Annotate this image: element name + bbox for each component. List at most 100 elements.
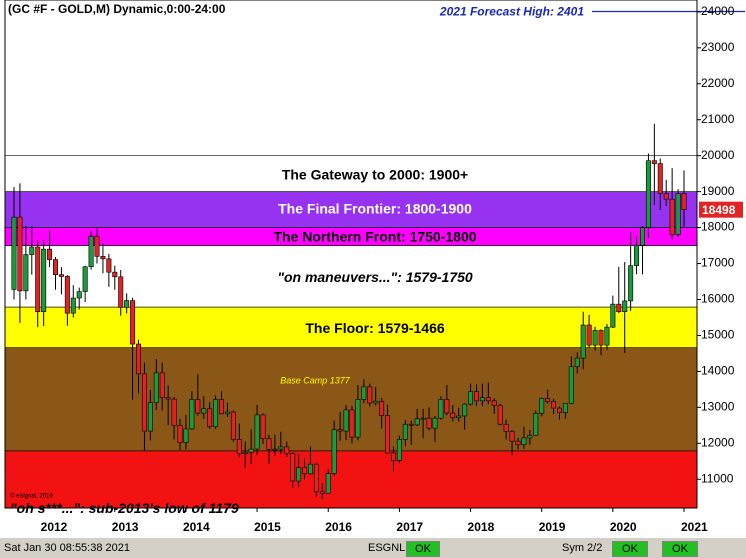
candle-body	[64, 276, 70, 314]
y-tick-label: 24000	[701, 4, 735, 18]
candle-body	[266, 438, 272, 450]
candle-body	[29, 246, 35, 255]
candle-body	[70, 297, 76, 314]
chart-title: (GC #F - GOLD,M) Dynamic,0:00-24:00	[8, 2, 226, 16]
candle-body	[592, 330, 598, 346]
y-tick-label: 18000	[701, 220, 735, 234]
candle-body	[616, 303, 622, 313]
candle-body	[248, 448, 254, 453]
candle-body	[319, 491, 325, 494]
candle-body	[479, 397, 485, 402]
candle-body	[456, 415, 462, 419]
candle-body	[468, 391, 474, 405]
candle-body	[343, 409, 349, 432]
candle-body	[53, 259, 59, 275]
candle-body	[521, 437, 527, 446]
x-tick-label: 2012	[41, 520, 68, 534]
candle-body	[236, 439, 242, 455]
price-band	[4, 155, 698, 192]
y-tick-label: 13000	[701, 400, 735, 414]
candle-body	[604, 326, 610, 346]
status-datetime: Sat Jan 30 08:55:38 2021	[4, 542, 130, 554]
candle-body	[568, 366, 574, 404]
candle-body	[272, 448, 278, 451]
candle-body	[444, 399, 450, 414]
candle-body	[651, 160, 657, 164]
x-tick-label: 2015	[254, 520, 281, 534]
plot-frame	[4, 0, 698, 509]
candle-body	[586, 324, 592, 346]
candle-body	[533, 413, 539, 436]
status-symbol: Sym 2/2	[562, 542, 603, 554]
plot-area: "oh s***...": sub-2013's low of 1179"au …	[4, 123, 698, 516]
candle-body	[313, 463, 319, 493]
candle-body	[88, 235, 94, 268]
candle-body	[278, 446, 284, 450]
candle-body	[473, 391, 479, 402]
candle-body	[669, 198, 675, 236]
last-price-box	[699, 201, 743, 218]
forecast-label: 2021 Forecast High: 2401	[439, 5, 584, 19]
candle-body	[681, 193, 687, 210]
candle-body	[147, 402, 153, 432]
candle-body	[230, 411, 236, 440]
band-label: "on maneuvers...": 1579-1750	[277, 269, 473, 285]
candle-body	[242, 451, 248, 455]
candle-body	[106, 258, 112, 273]
x-tick-label: 2013	[112, 520, 139, 534]
candle-body	[260, 414, 266, 439]
candle-body	[284, 446, 290, 454]
candle-body	[610, 303, 616, 328]
candle-body	[195, 399, 201, 414]
candle-body	[598, 330, 604, 346]
candle-body	[76, 291, 82, 299]
candle-body	[432, 417, 438, 429]
band-label: The Gateway to 2000: 1900+	[282, 166, 468, 182]
candle-body	[177, 425, 183, 443]
x-tick-label: 2017	[396, 520, 423, 534]
candle-body	[349, 409, 355, 438]
candle-body	[402, 423, 408, 440]
candle-body	[545, 398, 551, 402]
candle-body	[675, 193, 681, 236]
x-tick-label: 2014	[183, 520, 210, 534]
candle-body	[325, 473, 331, 494]
candle-body	[136, 343, 142, 375]
candle-body	[361, 386, 367, 400]
candle-body	[663, 193, 669, 200]
candle-body	[390, 452, 396, 461]
candle-body	[302, 467, 308, 475]
y-tick-label: 12000	[701, 435, 735, 449]
candle-body	[485, 397, 491, 402]
candle-body	[420, 417, 426, 420]
status-feed: ESGNL:	[368, 542, 409, 554]
candle-body	[254, 414, 260, 450]
y-tick-label: 23000	[701, 40, 735, 54]
candle-body	[551, 401, 557, 409]
candle-body	[219, 399, 225, 415]
candle-body	[645, 160, 651, 228]
candle-body	[462, 403, 468, 417]
candle-body	[183, 428, 189, 443]
candle-body	[58, 274, 64, 277]
y-tick-label: 21000	[701, 112, 735, 126]
candle-body	[438, 399, 444, 419]
candle-body	[159, 372, 165, 398]
candle-body	[509, 431, 515, 442]
y-tick-label: 16000	[701, 292, 735, 306]
copyright: © eSignal, 2016	[10, 493, 53, 500]
last-price-label: 18498	[702, 203, 736, 217]
candle-body	[515, 440, 521, 446]
candle-body	[41, 248, 47, 313]
candle-body	[331, 429, 337, 474]
candle-body	[580, 324, 586, 359]
candle-body	[628, 265, 634, 302]
candle-body	[47, 248, 53, 260]
x-tick-label: 2016	[325, 520, 352, 534]
candle-body	[379, 400, 385, 416]
candle-body	[450, 412, 456, 419]
candle-body	[11, 216, 17, 290]
status-bar: Sat Jan 30 08:55:38 2021 ESGNL: OK Sym 2…	[0, 538, 746, 558]
candle-body	[290, 453, 296, 482]
